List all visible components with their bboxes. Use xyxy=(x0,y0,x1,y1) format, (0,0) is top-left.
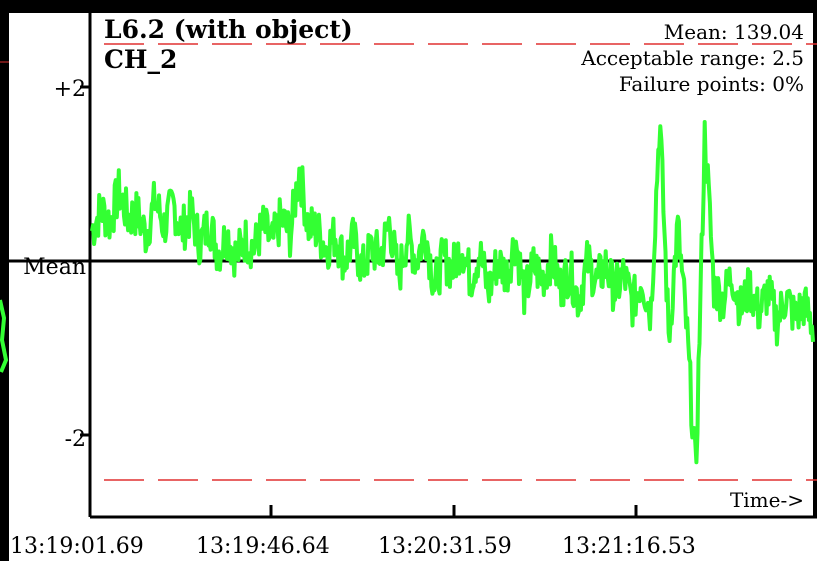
acceptable-range-readout: Acceptable range: 2.5 xyxy=(581,46,804,70)
top-frame-bar xyxy=(0,0,817,13)
x-tick-label-2: 13:19:46.64 xyxy=(196,534,330,559)
x-tick-label-3: 13:20:31.59 xyxy=(378,534,512,559)
x-tick-label-1: 13:19:01.69 xyxy=(10,534,144,559)
left-frame-bar xyxy=(0,0,9,561)
previous-series-fragment xyxy=(0,299,9,373)
y-tick-label-plus2: +2 xyxy=(53,77,86,102)
y-tick-label-minus2: -2 xyxy=(64,427,86,452)
chart-title: L6.2 (with object) xyxy=(104,15,353,44)
failure-points-readout: Failure points: 0% xyxy=(618,72,804,96)
x-tick-label-4: 13:21:16.53 xyxy=(562,534,696,559)
x-axis-label: Time-> xyxy=(729,488,804,512)
chart-subtitle: CH_2 xyxy=(104,45,178,74)
y-tick-label-mean: Mean xyxy=(23,255,86,280)
series-line xyxy=(90,120,815,465)
mean-readout: Mean: 139.04 xyxy=(663,20,804,44)
